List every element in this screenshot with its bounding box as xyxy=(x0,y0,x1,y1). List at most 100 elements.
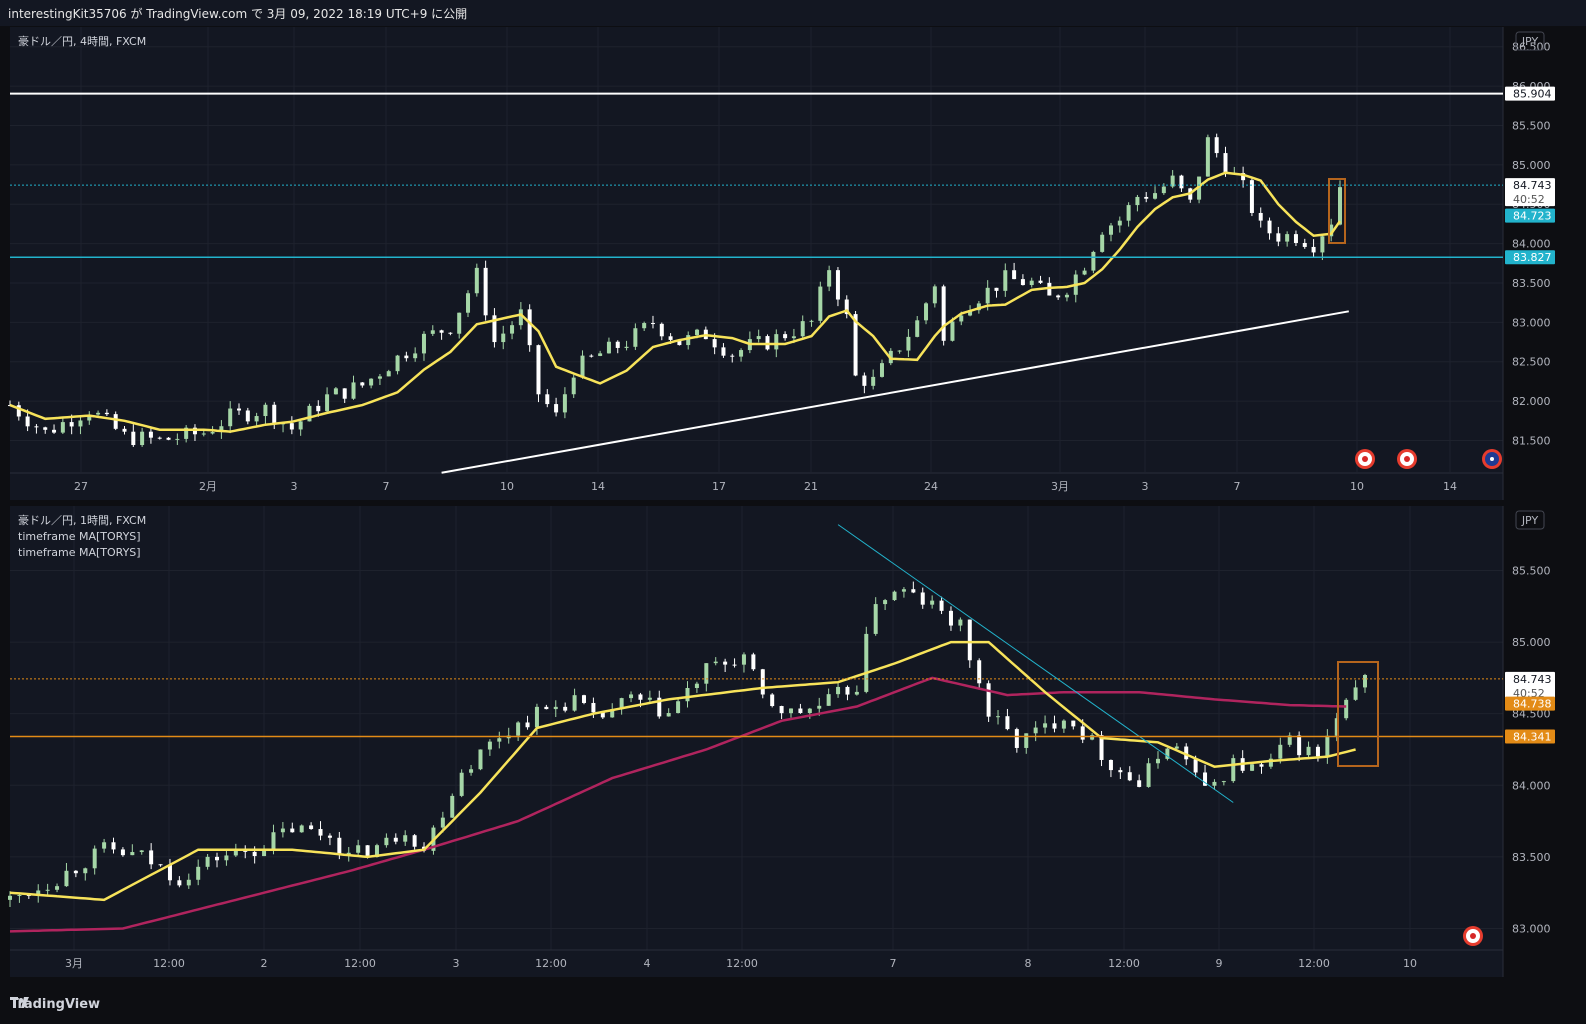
candle[interactable] xyxy=(122,426,127,435)
candle[interactable] xyxy=(87,411,92,425)
trendline[interactable] xyxy=(441,310,1349,474)
candle[interactable] xyxy=(864,626,869,694)
tradingview-brand[interactable]: TradingView xyxy=(10,997,100,1012)
candle[interactable] xyxy=(1214,133,1219,158)
candle[interactable] xyxy=(130,844,135,856)
candle[interactable] xyxy=(650,315,655,329)
candle[interactable] xyxy=(175,433,180,445)
candle[interactable] xyxy=(789,708,794,718)
candle[interactable] xyxy=(483,260,488,321)
candle[interactable] xyxy=(318,821,323,841)
candle[interactable] xyxy=(800,315,805,339)
candle[interactable] xyxy=(686,331,691,350)
candle[interactable] xyxy=(196,859,201,886)
candle[interactable] xyxy=(510,321,515,340)
candle[interactable] xyxy=(818,281,823,324)
candle[interactable] xyxy=(845,685,850,701)
candle[interactable] xyxy=(1205,134,1210,177)
candle[interactable] xyxy=(1344,698,1349,721)
candle[interactable] xyxy=(844,295,849,319)
candle[interactable] xyxy=(224,848,229,866)
candle[interactable] xyxy=(139,850,144,855)
candle[interactable] xyxy=(43,426,48,434)
candle[interactable] xyxy=(492,308,497,348)
candle[interactable] xyxy=(384,833,389,848)
candle[interactable] xyxy=(237,403,242,415)
candle[interactable] xyxy=(1108,222,1113,242)
candle[interactable] xyxy=(685,681,690,708)
candle[interactable] xyxy=(756,329,761,343)
candle[interactable] xyxy=(1005,708,1010,731)
candle[interactable] xyxy=(1285,231,1290,247)
candle[interactable] xyxy=(1052,715,1057,733)
candle[interactable] xyxy=(873,597,878,636)
candle[interactable] xyxy=(741,652,746,673)
candle[interactable] xyxy=(1363,673,1367,693)
candle[interactable] xyxy=(704,663,709,692)
candle[interactable] xyxy=(73,870,78,878)
candle[interactable] xyxy=(148,428,153,444)
candle[interactable] xyxy=(939,596,944,615)
candle[interactable] xyxy=(386,369,391,377)
candle[interactable] xyxy=(459,769,464,798)
currency-badge[interactable]: JPY xyxy=(1515,510,1545,530)
candle[interactable] xyxy=(967,619,972,668)
candle[interactable] xyxy=(201,429,206,437)
candle[interactable] xyxy=(798,703,803,714)
candle[interactable] xyxy=(657,690,662,719)
trendline[interactable] xyxy=(837,524,1234,803)
candle[interactable] xyxy=(827,265,832,292)
candle[interactable] xyxy=(571,374,576,398)
candle[interactable] xyxy=(298,420,303,436)
candle[interactable] xyxy=(96,410,101,416)
candle[interactable] xyxy=(545,389,550,408)
candle[interactable] xyxy=(642,321,647,331)
candle[interactable] xyxy=(659,322,664,341)
candle[interactable] xyxy=(915,315,920,338)
candle[interactable] xyxy=(149,843,154,870)
candle[interactable] xyxy=(421,331,426,361)
candle[interactable] xyxy=(184,425,189,443)
candle[interactable] xyxy=(1276,226,1281,247)
candle[interactable] xyxy=(439,329,444,340)
candle[interactable] xyxy=(342,388,347,404)
candle[interactable] xyxy=(879,359,884,378)
candle[interactable] xyxy=(958,617,963,632)
candle[interactable] xyxy=(666,708,671,717)
plot-area[interactable] xyxy=(10,27,1503,500)
candle[interactable] xyxy=(83,867,88,881)
candle[interactable] xyxy=(563,702,568,713)
candle[interactable] xyxy=(263,402,268,424)
candle[interactable] xyxy=(186,873,191,889)
candle[interactable] xyxy=(1038,275,1043,285)
candle[interactable] xyxy=(228,401,233,434)
candle[interactable] xyxy=(986,680,991,722)
candle[interactable] xyxy=(676,697,681,714)
candle[interactable] xyxy=(525,715,530,730)
candle[interactable] xyxy=(351,375,356,400)
candle[interactable] xyxy=(469,764,474,776)
candle[interactable] xyxy=(554,397,559,417)
candle[interactable] xyxy=(633,323,638,350)
candle[interactable] xyxy=(1020,274,1025,286)
candle[interactable] xyxy=(606,337,611,354)
candle[interactable] xyxy=(598,350,603,357)
candle[interactable] xyxy=(92,845,97,875)
event-jp-flag-icon[interactable] xyxy=(1397,449,1417,469)
candle[interactable] xyxy=(619,697,624,715)
candle[interactable] xyxy=(1003,263,1008,297)
event-jp-flag-icon[interactable] xyxy=(1463,926,1483,946)
candle[interactable] xyxy=(994,287,999,298)
candle[interactable] xyxy=(854,685,859,696)
candle[interactable] xyxy=(1338,180,1342,226)
candle[interactable] xyxy=(192,424,197,441)
candle[interactable] xyxy=(466,290,471,318)
candle[interactable] xyxy=(403,830,408,846)
candle[interactable] xyxy=(1258,207,1263,228)
candle[interactable] xyxy=(474,263,479,297)
candle[interactable] xyxy=(1293,230,1298,247)
candle[interactable] xyxy=(694,681,699,693)
candle[interactable] xyxy=(1320,234,1325,261)
candle[interactable] xyxy=(1306,741,1311,759)
candle[interactable] xyxy=(289,416,294,435)
